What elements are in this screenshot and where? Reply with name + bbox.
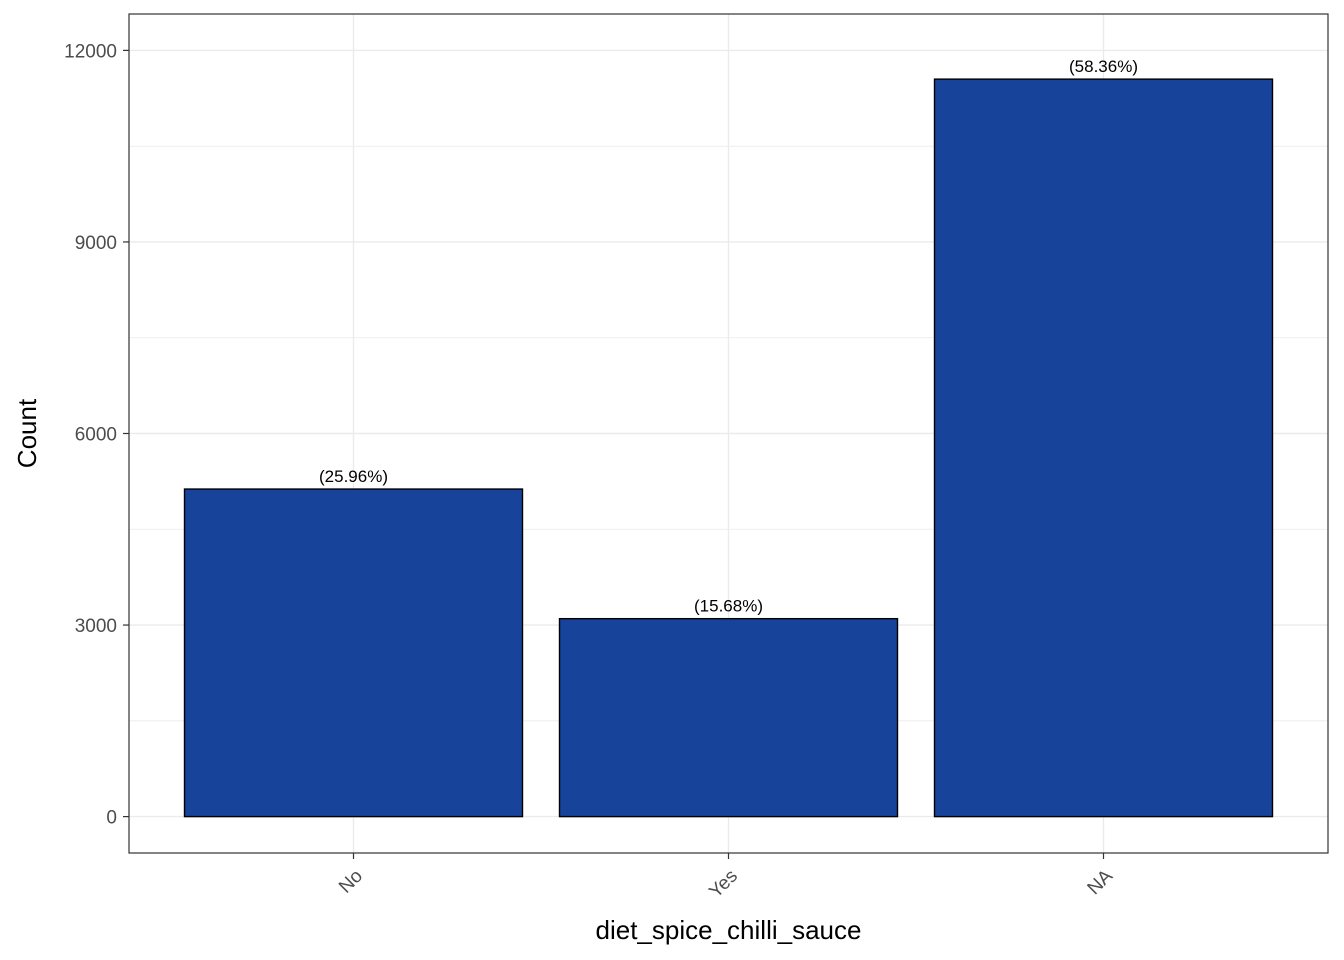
data-labels: (25.96%) (15.68%) (58.36%) [319, 57, 1138, 616]
y-axis-title: Count [12, 398, 42, 468]
data-label-yes: (15.68%) [694, 597, 763, 616]
bar-na [933, 78, 1274, 818]
x-tick-label: No [335, 866, 367, 898]
x-axis-title: diet_spice_chilli_sauce [596, 915, 862, 945]
data-label-no: (25.96%) [319, 467, 388, 486]
x-axis: No Yes NA [335, 853, 1117, 902]
y-axis: 0 3000 6000 9000 12000 [64, 41, 129, 829]
bars [183, 78, 1274, 818]
y-tick-label: 0 [106, 808, 117, 829]
data-label-na: (58.36%) [1069, 57, 1138, 76]
y-tick-label: 9000 [75, 233, 117, 254]
y-tick-label: 6000 [75, 425, 117, 446]
bar-no [183, 488, 524, 818]
bar-yes [558, 617, 899, 818]
x-tick-label: NA [1084, 865, 1118, 899]
y-tick-label: 12000 [64, 41, 117, 62]
y-tick-label: 3000 [75, 616, 117, 637]
x-tick-label: Yes [705, 866, 742, 903]
